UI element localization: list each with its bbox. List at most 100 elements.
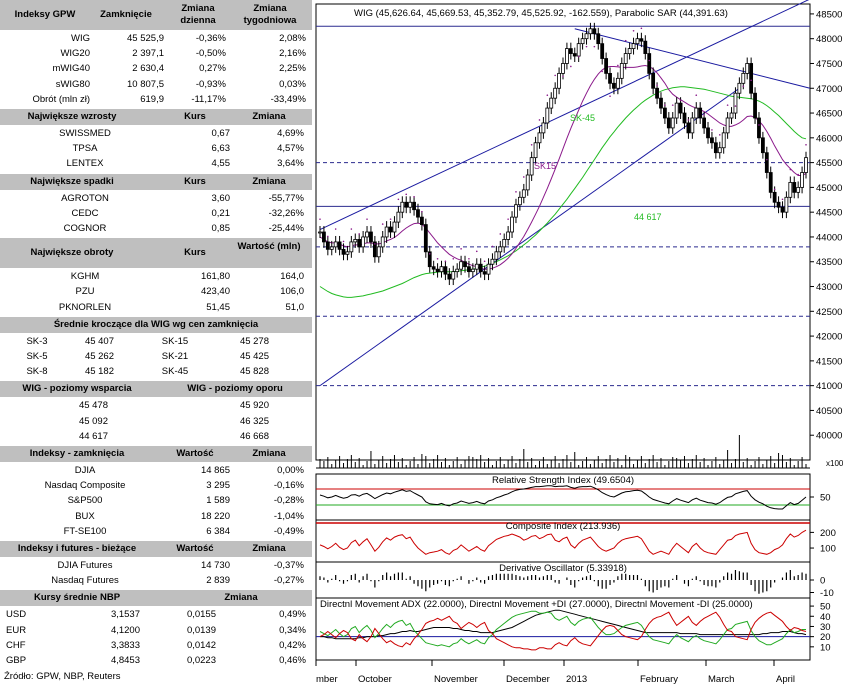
sar-dot [554,74,556,77]
table-cell: 106,0 [280,286,304,298]
candle-body [619,63,624,79]
sar-dot [671,104,674,106]
candle-body [474,263,479,270]
candle-body [713,142,718,154]
candle-body [596,33,601,45]
annotation: SK15 [534,161,556,171]
sar-dot [397,198,400,201]
table-row: KGHM 161,80 164,0 [0,270,312,285]
candle-body [572,53,577,57]
y-tick-label: 45000 [816,183,842,194]
table-cell: WIG20 [60,48,90,60]
column-header: Największe wzrosty [27,111,117,122]
section-header: Kursy średnie NBP Zmiana [0,590,312,607]
candle-body [776,201,781,208]
candle-body [568,48,573,54]
candle-body [376,246,381,258]
table-cell: -0,93% [195,78,226,90]
y-tick-label: 200 [820,528,836,539]
section-header: Największe spadki Kurs Zmiana [0,173,312,190]
y-tick-label: 46000 [816,133,842,144]
x-tick-label: November [434,674,478,685]
sar-dot [452,257,455,260]
candle-body [498,246,503,253]
candle-body [612,82,616,89]
sar-dot [750,79,752,82]
sar-dot [350,228,353,230]
table-cell: 45 828 [239,366,269,378]
candle-body [702,117,706,129]
table-cell: 45 092 [78,415,108,427]
candle-body [423,224,428,253]
table-cell: 2 839 [206,575,230,587]
table-row: USD 3,1537 0,0155 0,49% [0,608,312,623]
candle-body [721,132,726,149]
candle-body [337,241,342,250]
table-row: DJIA 14 865 0,00% [0,464,312,479]
table-cell: 0,67 [211,128,231,139]
sar-dot [334,228,337,230]
table-cell: SK-8 [26,366,48,378]
table-cell: -32,26% [268,207,304,219]
channel-line-upper [319,0,810,230]
table-cell: 44 617 [78,430,108,442]
column-header: Indeksy i futures - bieżące [17,543,137,554]
candle-body [510,216,514,233]
candle-body [372,241,377,258]
table-cell: 0,49% [279,609,306,621]
sar-dot [766,158,768,161]
candle-body [757,117,761,139]
candle-body [663,107,667,119]
x-tick-label: February [640,674,678,685]
y-tick-label: 50 [820,493,831,504]
table-cell: 46 325 [239,415,269,427]
table-cell: 4,55 [211,158,231,170]
table-cell: 10 807,5 [127,78,164,90]
sar-dot [562,75,564,78]
candle-body [772,191,777,203]
table-cell: AGROTON [61,192,109,204]
candle-body [416,209,420,218]
candle-body [655,87,659,99]
y-tick-label: 41500 [816,356,842,367]
sar-dot [342,240,345,243]
table-cell: 14 730 [200,560,230,571]
candle-body [435,268,440,273]
candle-body [349,241,354,253]
sar-dot [530,143,533,146]
table-cell: DJIA [74,465,96,476]
table-cell: PZU [75,286,95,298]
table-row: 45 478 45 920 [0,399,312,414]
candle-body [674,102,679,119]
table-cell: 51,45 [206,301,230,313]
table-cell: 4,8453 [110,655,140,666]
candle-body [412,201,416,211]
table-cell: 45 182 [84,366,114,378]
table-cell: -0,28% [273,495,304,507]
table-cell: 0,27% [199,63,226,75]
table-cell: 3 295 [206,480,230,492]
candle-body [525,174,530,191]
candle-body [463,261,467,268]
candle-body [357,239,362,248]
table-row: WIG20 2 397,1 -0,50% 2,16% [0,47,312,62]
table-cell: SK-45 [161,366,189,378]
sar-dot [703,114,705,116]
table-cell: 0,42% [279,639,306,651]
sar-dot [695,94,698,96]
candle-body [788,182,793,198]
table-cell: 4,69% [277,128,304,139]
section-header: Największe wzrosty Kurs Zmiana [0,109,312,125]
table-cell: 164,0 [280,271,304,283]
candle-body [533,142,538,159]
candle-body [565,48,569,64]
chart-title: WIG (45,626.64, 45,669.53, 45,352.79, 45… [354,8,728,19]
sar-dot [656,84,658,87]
table-row: PZU 423,40 106,0 [0,285,312,300]
sar-dot [475,250,478,253]
table-cell: Obrót (mln zł) [32,93,90,105]
column-header: Zamknięcie [100,9,152,20]
sar-dot [718,134,721,136]
candle-body [682,112,687,124]
candle-body [725,117,730,134]
